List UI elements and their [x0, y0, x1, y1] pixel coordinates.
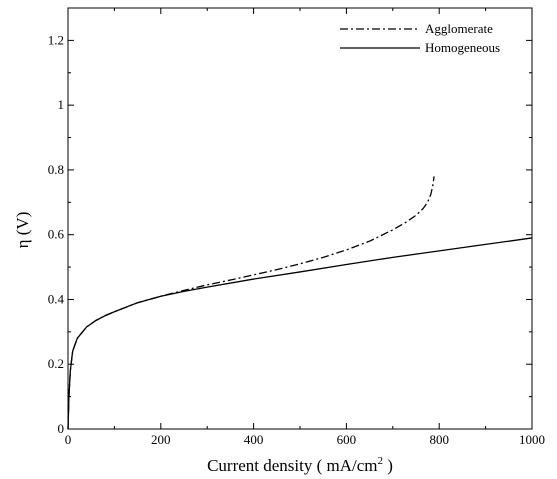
series-line-homogeneous	[67, 237, 533, 430]
y-tick-label: 0	[58, 421, 65, 436]
x-tick-label: 1000	[519, 432, 545, 447]
y-tick-label: 0.2	[48, 356, 64, 371]
y-tick-label: 0.8	[48, 162, 64, 177]
legend: Agglomerate Homogeneous	[340, 21, 500, 55]
y-axis-label: η (V)	[13, 212, 32, 249]
x-tick-label: 200	[151, 432, 171, 447]
x-axis-label-superscript: 2	[378, 455, 384, 467]
x-axis-label-end: )	[383, 456, 393, 475]
series-line-agglomerate	[67, 176, 435, 430]
x-axis-label: Current density ( mA/cm2 )	[207, 455, 393, 475]
y-tick-label: 1	[58, 97, 65, 112]
legend-label-homogeneous: Homogeneous	[425, 40, 500, 55]
y-tick-label: 0.6	[48, 227, 65, 242]
x-tick-label: 800	[429, 432, 449, 447]
y-axis-ticks: 0 0.2 0.4 0.6 0.8 1 1.2	[48, 7, 532, 436]
x-tick-label: 400	[244, 432, 264, 447]
x-axis-label-main: Current density ( mA/cm	[207, 456, 377, 475]
y-tick-label: 0.4	[48, 291, 65, 306]
x-axis-ticks: 0 200 400 600 800 1000	[65, 8, 545, 447]
legend-label-agglomerate: Agglomerate	[425, 21, 493, 36]
series-layer	[67, 176, 533, 430]
plot-frame	[67, 7, 533, 430]
x-tick-label: 0	[65, 432, 72, 447]
x-tick-label: 600	[337, 432, 357, 447]
y-tick-label: 1.2	[48, 32, 64, 47]
